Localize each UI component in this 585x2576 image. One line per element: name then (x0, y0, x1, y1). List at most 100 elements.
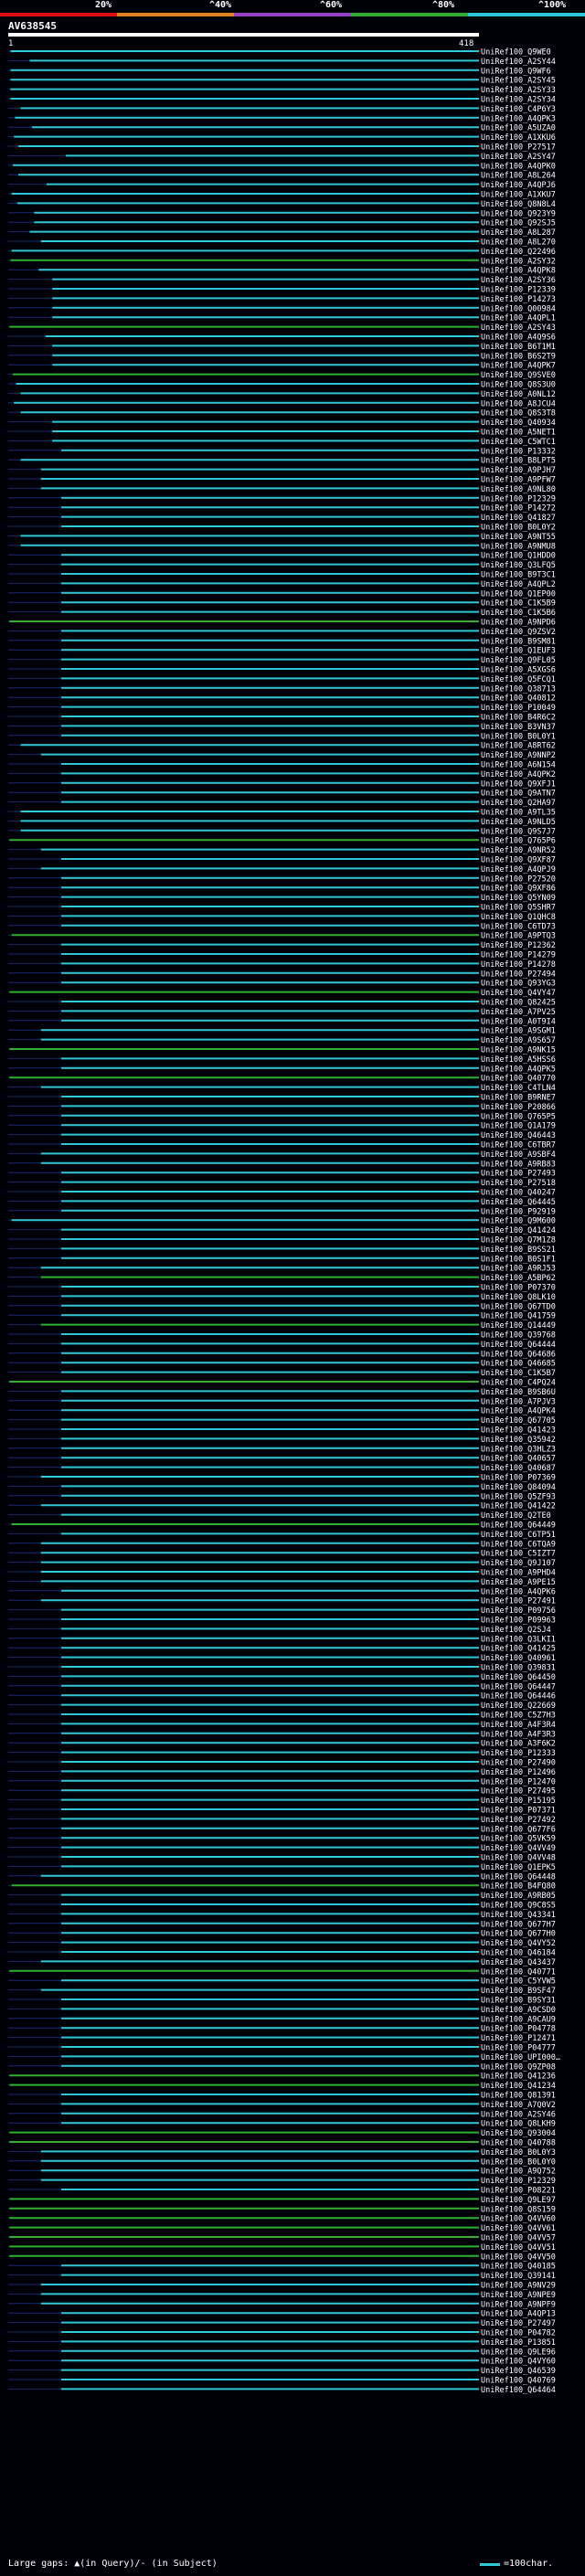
hit-label[interactable]: UniRef100_Q64444 (481, 1341, 556, 1350)
hit-label[interactable]: UniRef100_Q9S7J7 (481, 827, 556, 836)
hit-label[interactable]: UniRef100_Q9XF86 (481, 885, 556, 894)
hit-label[interactable]: UniRef100_Q8S3T8 (481, 409, 556, 419)
hit-label[interactable]: UniRef100_Q67705 (481, 1416, 556, 1426)
hit-label[interactable]: UniRef100_P27517 (481, 143, 556, 153)
hit-label[interactable]: UniRef100_Q40687 (481, 1464, 556, 1473)
hit-label[interactable]: UniRef100_Q9J107 (481, 1559, 556, 1568)
hit-label[interactable]: UniRef100_Q5VK59 (481, 1835, 556, 1844)
hit-label[interactable]: UniRef100_Q46443 (481, 1131, 556, 1140)
hit-label[interactable]: UniRef100_A2SY32 (481, 257, 556, 266)
hit-label[interactable]: UniRef100_A9NPD6 (481, 619, 556, 628)
hit-label[interactable]: UniRef100_B6T1M1 (481, 343, 556, 352)
hit-label[interactable]: UniRef100_Q4VY60 (481, 2358, 556, 2367)
hit-label[interactable]: UniRef100_Q2TE0 (481, 1511, 551, 1521)
hit-label[interactable]: UniRef100_P27494 (481, 970, 556, 979)
hit-label[interactable]: UniRef100_Q40247 (481, 1189, 556, 1198)
hit-label[interactable]: UniRef100_Q4VY52 (481, 1939, 556, 1948)
hit-label[interactable]: UniRef100_A9NPF9 (481, 2300, 556, 2309)
hit-label[interactable]: UniRef100_Q40770 (481, 1075, 556, 1084)
hit-label[interactable]: UniRef100_P27518 (481, 1179, 556, 1188)
hit-label[interactable]: UniRef100_Q00984 (481, 304, 556, 313)
hit-label[interactable]: UniRef100_Q40771 (481, 1967, 556, 1977)
hit-label[interactable]: UniRef100_A9PJH7 (481, 466, 556, 475)
hit-label[interactable]: UniRef100_A7PV25 (481, 1008, 556, 1017)
hit-label[interactable]: UniRef100_P92919 (481, 1207, 556, 1216)
hit-label[interactable]: UniRef100_B6S2T9 (481, 352, 556, 361)
hit-label[interactable]: UniRef100_A7Q0V2 (481, 2101, 556, 2110)
hit-label[interactable]: UniRef100_A9PTQ3 (481, 932, 556, 941)
hit-label[interactable]: UniRef100_P20866 (481, 1103, 556, 1112)
hit-label[interactable]: UniRef100_Q41236 (481, 2072, 556, 2082)
hit-label[interactable]: UniRef100_A4QPK7 (481, 362, 556, 371)
hit-label[interactable]: UniRef100_Q923Y9 (481, 209, 556, 218)
hit-label[interactable]: UniRef100_P08221 (481, 2187, 556, 2196)
hit-label[interactable]: UniRef100_Q7M1Z8 (481, 1236, 556, 1246)
hit-label[interactable]: UniRef100_Q677H7 (481, 1920, 556, 1929)
hit-label[interactable]: UniRef100_Q1EP00 (481, 589, 556, 599)
hit-label[interactable]: UniRef100_C6TD73 (481, 922, 556, 931)
hit-label[interactable]: UniRef100_P09963 (481, 1617, 556, 1626)
hit-label[interactable]: UniRef100_Q43341 (481, 1911, 556, 1920)
hit-label[interactable]: UniRef100_Q4VY47 (481, 989, 556, 998)
hit-label[interactable]: UniRef100_Q1EPK5 (481, 1863, 556, 1872)
hit-label[interactable]: UniRef100_A9NL80 (481, 485, 556, 494)
hit-label[interactable]: UniRef100_A7PJV3 (481, 1397, 556, 1406)
hit-label[interactable]: UniRef100_Q40934 (481, 419, 556, 428)
hit-label[interactable]: UniRef100_Q5ZF93 (481, 1492, 556, 1501)
hit-label[interactable]: UniRef100_C4PQ24 (481, 1379, 556, 1388)
hit-label[interactable]: UniRef100_A9TL35 (481, 809, 556, 818)
hit-label[interactable]: UniRef100_A4QPK5 (481, 1065, 556, 1074)
hit-label[interactable]: UniRef100_C5YVW5 (481, 1977, 556, 1987)
hit-label[interactable]: UniRef100_A9NR52 (481, 846, 556, 855)
hit-label[interactable]: UniRef100_P27520 (481, 875, 556, 884)
hit-label[interactable]: UniRef100_Q93YG3 (481, 980, 556, 989)
hit-label[interactable]: UniRef100_Q64447 (481, 1682, 556, 1691)
hit-label[interactable]: UniRef100_P12362 (481, 941, 556, 950)
hit-label[interactable]: UniRef100_Q41759 (481, 1312, 556, 1321)
hit-label[interactable]: UniRef100_P27497 (481, 2319, 556, 2328)
hit-label[interactable]: UniRef100_A4QPK4 (481, 1407, 556, 1416)
hit-label[interactable]: UniRef100_A5NET1 (481, 429, 556, 438)
hit-label[interactable]: UniRef100_P12329 (481, 2177, 556, 2186)
hit-label[interactable]: UniRef100_Q9XFJ1 (481, 779, 556, 789)
hit-label[interactable]: UniRef100_A8RT62 (481, 742, 556, 751)
hit-label[interactable]: UniRef100_B9SM81 (481, 637, 556, 646)
hit-label[interactable]: UniRef100_B0S1F1 (481, 1255, 556, 1264)
hit-label[interactable]: UniRef100_A9CSD0 (481, 2006, 556, 2015)
hit-label[interactable]: UniRef100_P09756 (481, 1606, 556, 1616)
hit-label[interactable]: UniRef100_P12329 (481, 494, 556, 504)
hit-label[interactable]: UniRef100_Q46184 (481, 1949, 556, 1958)
hit-label[interactable]: UniRef100_C5IZT7 (481, 1550, 556, 1559)
hit-label[interactable]: UniRef100_A9NNP2 (481, 751, 556, 760)
hit-label[interactable]: UniRef100_Q8S159 (481, 2205, 556, 2214)
hit-label[interactable]: UniRef100_A9SGM1 (481, 1027, 556, 1036)
hit-label[interactable]: UniRef100_Q93004 (481, 2129, 556, 2138)
hit-label[interactable]: UniRef100_Q40769 (481, 2377, 556, 2386)
hit-label[interactable]: UniRef100_Q22669 (481, 1701, 556, 1711)
hit-label[interactable]: UniRef100_Q8LKH9 (481, 2120, 556, 2129)
hit-label[interactable]: UniRef100_Q9XF87 (481, 856, 556, 865)
hit-label[interactable]: UniRef100_Q3LFQ5 (481, 561, 556, 570)
hit-label[interactable]: UniRef100_Q64449 (481, 1521, 556, 1531)
hit-label[interactable]: UniRef100_P07370 (481, 1284, 556, 1293)
hit-label[interactable]: UniRef100_Q1QHC8 (481, 913, 556, 922)
hit-label[interactable]: UniRef100_Q2SJ4 (481, 1626, 551, 1635)
hit-label[interactable]: UniRef100_Q39831 (481, 1664, 556, 1673)
hit-label[interactable]: UniRef100_A5BP62 (481, 1274, 556, 1283)
hit-label[interactable]: UniRef100_Q64686 (481, 1350, 556, 1359)
hit-label[interactable]: UniRef100_A2SY47 (481, 153, 556, 162)
hit-label[interactable]: UniRef100_A4F3R3 (481, 1730, 556, 1739)
hit-label[interactable]: UniRef100_Q4VV49 (481, 1844, 556, 1853)
hit-label[interactable]: UniRef100_A4QPK0 (481, 162, 556, 171)
hit-label[interactable]: UniRef100_Q677F6 (481, 1825, 556, 1834)
hit-label[interactable]: UniRef100_A4F3R4 (481, 1721, 556, 1730)
hit-label[interactable]: UniRef100_Q1EUF3 (481, 647, 556, 656)
hit-label[interactable]: UniRef100_B4FQ80 (481, 1882, 556, 1892)
hit-label[interactable]: UniRef100_A2SY33 (481, 86, 556, 95)
hit-label[interactable]: UniRef100_A4Q9S6 (481, 334, 556, 343)
hit-label[interactable]: UniRef100_Q64448 (481, 1872, 556, 1882)
hit-label[interactable]: UniRef100_P07369 (481, 1474, 556, 1483)
hit-label[interactable]: UniRef100_A4QPK2 (481, 770, 556, 779)
hit-label[interactable]: UniRef100_Q40961 (481, 1654, 556, 1663)
hit-label[interactable]: UniRef100_Q40788 (481, 2139, 556, 2148)
